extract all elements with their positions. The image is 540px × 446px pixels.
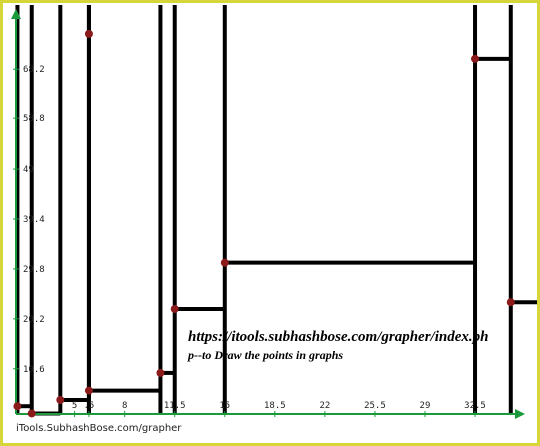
axes <box>11 9 525 419</box>
data-point <box>27 409 36 418</box>
y-tick-label: 29.8 <box>23 265 45 275</box>
x-tick-label: 32.5 <box>464 401 486 411</box>
series-lines <box>15 5 537 416</box>
x-tick-label: 25.5 <box>364 401 386 411</box>
data-point <box>84 386 93 395</box>
data-point <box>13 402 22 411</box>
y-tick-label: 49 <box>23 165 34 175</box>
x-tick-label: .5 <box>84 401 95 411</box>
y-tick-label: 20.2 <box>23 315 45 325</box>
data-point <box>220 258 229 267</box>
data-point <box>471 54 480 63</box>
x-tick-label: 5 <box>72 401 77 411</box>
x-tick-label: 11.5 <box>164 401 186 411</box>
annotation-subtitle: p--to Draw the points in graphs <box>187 348 343 362</box>
credit-text: iTools.SubhashBose.com/grapher <box>16 423 182 434</box>
y-tick-label: 39.4 <box>23 215 45 225</box>
x-tick-label: 29 <box>420 401 431 411</box>
y-tick-label: 10.6 <box>23 365 45 375</box>
annotation-url: https://itools.subhashbose.com/grapher/i… <box>188 329 488 345</box>
x-tick-label: 8 <box>122 401 127 411</box>
x-tick-label: 18.5 <box>264 401 286 411</box>
y-tick-label: 68.2 <box>23 65 45 75</box>
data-point <box>56 395 65 404</box>
data-point <box>84 29 93 38</box>
tick-labels: 5 .5 8 11.5 15 18.5 22 25.5 29 32.5 10.6 20.2 29.8 39… <box>13 65 486 417</box>
data-point <box>156 368 165 377</box>
x-tick-label: 22 <box>319 401 330 411</box>
data-point <box>170 304 179 313</box>
x-tick-label: 15 <box>219 401 230 411</box>
y-tick-label: 58.8 <box>23 114 45 124</box>
data-points <box>13 29 515 418</box>
data-point <box>506 298 515 307</box>
